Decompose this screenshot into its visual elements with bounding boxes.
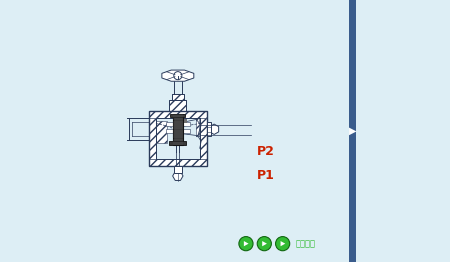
Bar [174,166,182,172]
Text: 返回上页: 返回上页 [296,239,316,248]
Bar [171,114,185,117]
Polygon shape [162,70,194,81]
Bar [166,122,173,126]
Polygon shape [156,121,167,143]
Circle shape [257,237,271,251]
Bar [172,94,184,100]
Bar [183,122,190,126]
Polygon shape [262,241,267,246]
Polygon shape [169,100,186,111]
Bar [183,129,190,133]
Polygon shape [149,159,207,166]
Polygon shape [172,94,184,100]
Polygon shape [200,118,207,159]
Circle shape [275,237,290,251]
Bar [207,122,211,136]
Text: P1: P1 [256,169,274,182]
Polygon shape [280,241,285,246]
Polygon shape [244,241,248,246]
Polygon shape [173,171,183,181]
Bar [169,100,186,111]
Bar [149,111,207,166]
Polygon shape [149,111,207,118]
Polygon shape [149,118,156,159]
Text: P2: P2 [256,145,274,159]
Bar [173,114,183,145]
Bar [166,129,173,133]
Polygon shape [210,124,219,134]
Polygon shape [196,117,200,137]
Bar [350,0,356,262]
Bar [169,141,186,145]
Text: ▶: ▶ [349,126,356,136]
Circle shape [239,237,253,251]
Circle shape [174,72,182,80]
